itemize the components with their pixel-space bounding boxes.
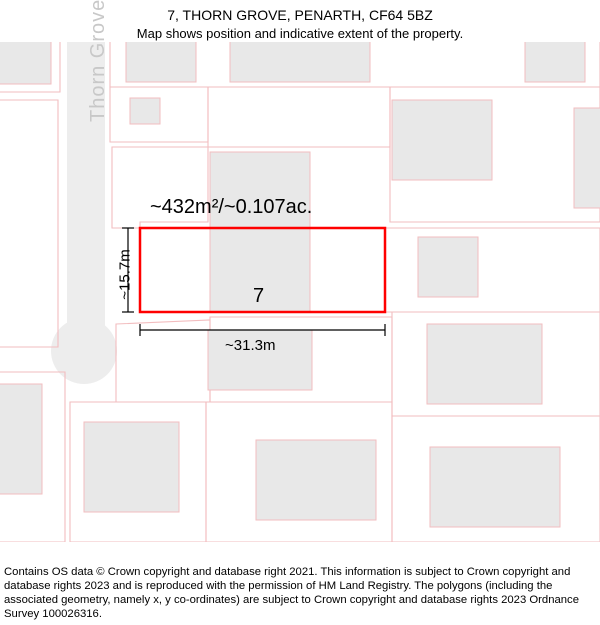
height-dimension: ~15.7m — [117, 249, 134, 299]
width-dimension: ~31.3m — [225, 337, 275, 354]
house-number-label: 7 — [253, 285, 264, 308]
street-name-label: Thorn Grove — [87, 0, 110, 122]
map-area: Thorn Grove ~432m²/~0.107ac. 7 ~15.7m ~3… — [0, 42, 600, 542]
copyright-footer: Contains OS data © Crown copyright and d… — [0, 563, 600, 625]
area-measurement: ~432m²/~0.107ac. — [150, 196, 312, 219]
